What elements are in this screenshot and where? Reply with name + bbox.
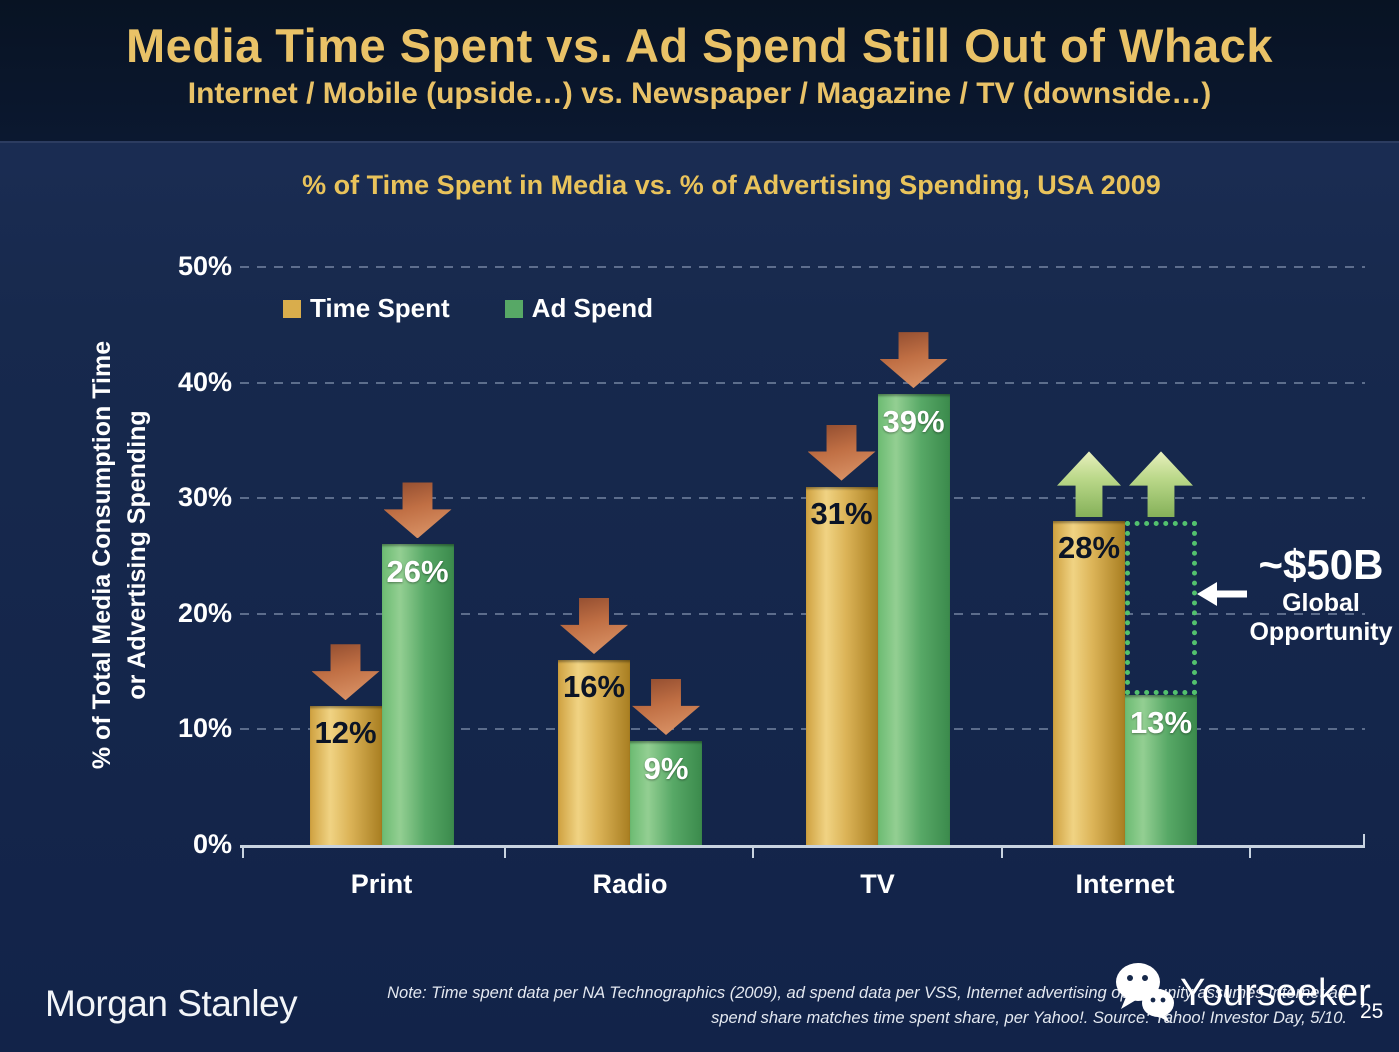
x-axis-category-label: Print bbox=[350, 869, 413, 899]
x-axis-tick bbox=[1001, 845, 1003, 858]
opportunity-annotation: ~$50B Global Opportunity bbox=[1245, 541, 1397, 647]
down-arrow-icon bbox=[383, 482, 452, 539]
source-note: Note: Time spent data per NA Technograph… bbox=[300, 981, 1347, 1031]
bar-value-ad-spend: 26% bbox=[386, 554, 449, 590]
y-axis-tick-label: 50% bbox=[177, 251, 232, 281]
y-axis-title: % of Total Media Consumption Time or Adv… bbox=[85, 275, 155, 835]
x-axis-tick bbox=[504, 845, 506, 858]
y-axis-tick-label: 20% bbox=[177, 597, 232, 628]
gridline bbox=[240, 497, 1365, 500]
page-title: Media Time Spent vs. Ad Spend Still Out … bbox=[126, 19, 1273, 72]
legend-swatch-ad-spend bbox=[504, 299, 523, 318]
bar-value-ad-spend: 13% bbox=[1129, 704, 1193, 740]
y-axis-tick-label: 10% bbox=[177, 713, 232, 744]
bar-ad-spend bbox=[630, 740, 702, 845]
legend-label: Time Spent bbox=[310, 293, 450, 323]
x-axis-end-tick bbox=[1363, 834, 1365, 847]
bar-ad-spend bbox=[381, 544, 454, 845]
chart-title: % of Time Spent in Media vs. % of Advert… bbox=[302, 170, 1161, 200]
y-axis-tick-label: 30% bbox=[177, 482, 232, 513]
opportunity-dotted-box bbox=[1125, 521, 1197, 695]
opportunity-value: ~$50B bbox=[1258, 541, 1384, 588]
x-axis-tick bbox=[752, 845, 754, 858]
y-axis-tick-label: 0% bbox=[192, 829, 232, 859]
bar-time-spent bbox=[805, 486, 878, 845]
opportunity-label-line2: Opportunity bbox=[1249, 617, 1393, 646]
down-arrow-icon bbox=[879, 332, 948, 389]
bar-chart-plot-area: 0% 10% 20% 30% 40% 50% Time Spent Ad Spend 12% 26… bbox=[178, 251, 1365, 899]
gridline bbox=[240, 266, 1365, 268]
bar-time-spent bbox=[309, 706, 382, 845]
y-axis-title-line1: % of Total Media Consumption Time bbox=[88, 340, 116, 770]
x-axis-category-label: TV bbox=[860, 869, 895, 899]
watermark: Yourseeker bbox=[1112, 962, 1371, 1024]
down-arrow-icon bbox=[560, 598, 628, 655]
wechat-icon bbox=[1116, 963, 1174, 1023]
gridline bbox=[240, 728, 1365, 731]
bar-value-time-spent: 28% bbox=[1057, 530, 1121, 566]
watermark-text: Yourseeker bbox=[1180, 971, 1371, 1014]
gridline bbox=[240, 612, 1365, 615]
up-arrow-icon bbox=[1057, 451, 1121, 518]
bar-value-time-spent: 12% bbox=[314, 715, 377, 751]
slide-header: Media Time Spent vs. Ad Spend Still Out … bbox=[0, 0, 1399, 143]
bar-ad-spend bbox=[877, 394, 950, 845]
source-note-line1: Note: Time spent data per NA Technograph… bbox=[387, 984, 1347, 1002]
bar-time-spent bbox=[1053, 521, 1125, 845]
bar-ad-spend bbox=[1125, 694, 1197, 845]
x-axis-category-label: Internet bbox=[1075, 869, 1175, 899]
x-axis-category-label: Radio bbox=[592, 869, 668, 899]
y-axis-tick-label: 40% bbox=[177, 366, 232, 397]
gridline bbox=[240, 381, 1365, 384]
x-axis-tick bbox=[242, 845, 244, 858]
source-note-line2: spend share matches time spent share, pe… bbox=[711, 1009, 1347, 1027]
legend-swatch-time-spent bbox=[283, 299, 301, 318]
bar-value-time-spent: 16% bbox=[562, 669, 626, 705]
legend-label: Ad Spend bbox=[531, 293, 654, 323]
down-arrow-icon bbox=[311, 644, 380, 701]
opportunity-label-line1: Global bbox=[1282, 589, 1360, 617]
up-arrow-icon bbox=[1129, 451, 1193, 518]
bar-value-time-spent: 31% bbox=[810, 495, 873, 531]
morgan-stanley-logo: Morgan Stanley bbox=[45, 983, 298, 1024]
bar-value-ad-spend: 39% bbox=[882, 404, 945, 440]
bar-value-ad-spend: 9% bbox=[643, 750, 689, 786]
page-number: 25 bbox=[1360, 1000, 1384, 1023]
left-arrow-icon bbox=[1197, 582, 1247, 606]
y-axis-title-line2: or Advertising Spending bbox=[123, 410, 151, 700]
chart-legend: Time Spent Ad Spend bbox=[283, 293, 653, 324]
page-subtitle: Internet / Mobile (upside…) vs. Newspape… bbox=[187, 77, 1212, 110]
x-axis-tick bbox=[1249, 845, 1251, 858]
x-axis-line bbox=[240, 845, 1365, 848]
bar-time-spent bbox=[558, 660, 630, 845]
